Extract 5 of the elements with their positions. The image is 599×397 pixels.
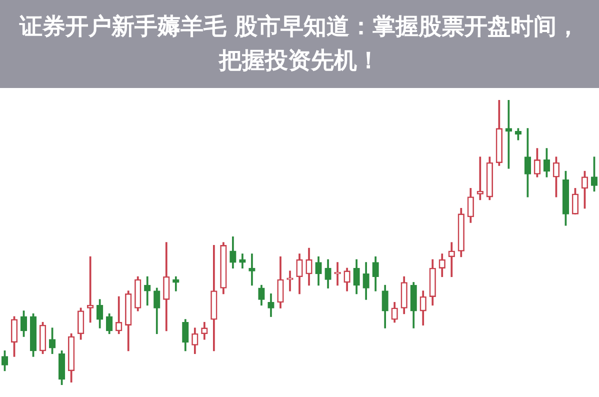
candlestick xyxy=(86,256,94,323)
candlestick xyxy=(505,100,512,169)
candlestick xyxy=(248,254,256,286)
candlestick xyxy=(476,156,484,200)
chart-title: 证券开户新手薅羊毛 股市早知道：掌握股票开盘时间，把握投资先机！ xyxy=(20,13,580,76)
